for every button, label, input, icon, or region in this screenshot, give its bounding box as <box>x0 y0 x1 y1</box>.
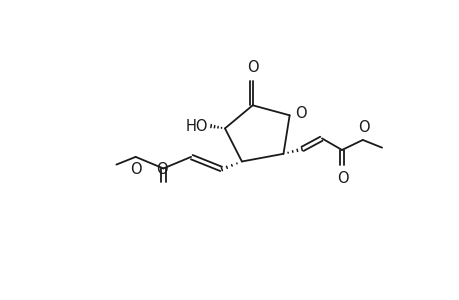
Text: O: O <box>156 162 167 177</box>
Text: O: O <box>336 171 348 186</box>
Text: HO: HO <box>185 118 207 134</box>
Text: O: O <box>357 120 369 135</box>
Text: O: O <box>294 106 306 121</box>
Text: O: O <box>246 60 258 75</box>
Text: O: O <box>130 161 142 176</box>
